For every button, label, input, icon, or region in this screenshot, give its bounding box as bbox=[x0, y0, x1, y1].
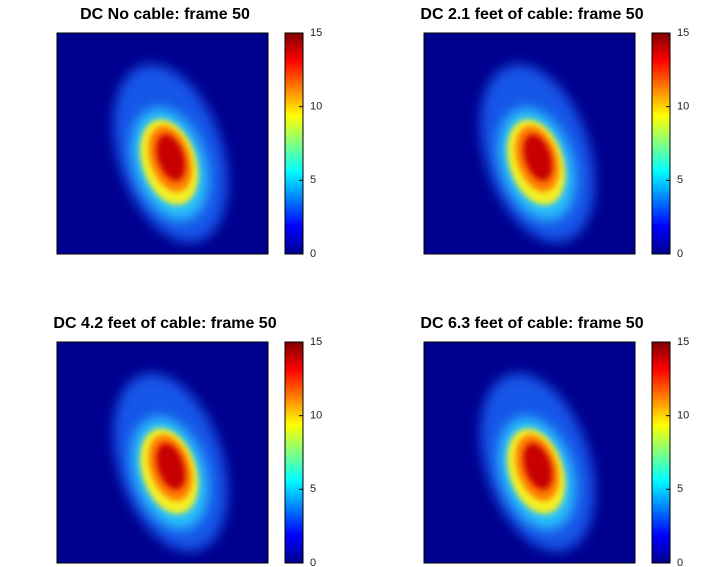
colorbar bbox=[652, 342, 670, 563]
colorbar-tick-label: 0 bbox=[310, 557, 316, 567]
colorbar bbox=[652, 33, 670, 254]
colorbar-tick-label: 10 bbox=[677, 101, 689, 113]
heatmap bbox=[424, 342, 635, 566]
colorbar-tick-label: 10 bbox=[677, 410, 689, 422]
colorbar-tick-label: 15 bbox=[677, 336, 689, 348]
colorbar-tick-label: 5 bbox=[310, 174, 316, 186]
heatmap bbox=[424, 33, 635, 257]
colorbar-tick-label: 15 bbox=[310, 27, 322, 39]
panel-title: DC 4.2 feet of cable: frame 50 bbox=[53, 315, 276, 332]
colorbar-tick-label: 10 bbox=[310, 410, 322, 422]
colorbar-tick-label: 0 bbox=[677, 248, 683, 260]
panel-title: DC No cable: frame 50 bbox=[80, 6, 250, 23]
figure: DC No cable: frame 50 0 5 10 15 DC 2.1 feet o… bbox=[0, 0, 717, 567]
colorbar-tick-label: 5 bbox=[677, 483, 683, 495]
colorbar bbox=[285, 342, 303, 563]
colorbar bbox=[285, 33, 303, 254]
panel-title: DC 6.3 feet of cable: frame 50 bbox=[420, 315, 643, 332]
colorbar-tick-label: 5 bbox=[677, 174, 683, 186]
colorbar-tick-label: 0 bbox=[677, 557, 683, 567]
colorbar-tick-label: 15 bbox=[677, 27, 689, 39]
colorbar-tick-label: 15 bbox=[310, 336, 322, 348]
colorbar-tick-label: 10 bbox=[310, 101, 322, 113]
colorbar-tick-label: 5 bbox=[310, 483, 316, 495]
colorbar-tick-label: 0 bbox=[310, 248, 316, 260]
heatmap bbox=[57, 33, 268, 257]
panel-title: DC 2.1 feet of cable: frame 50 bbox=[420, 6, 643, 23]
heatmap bbox=[57, 342, 268, 566]
